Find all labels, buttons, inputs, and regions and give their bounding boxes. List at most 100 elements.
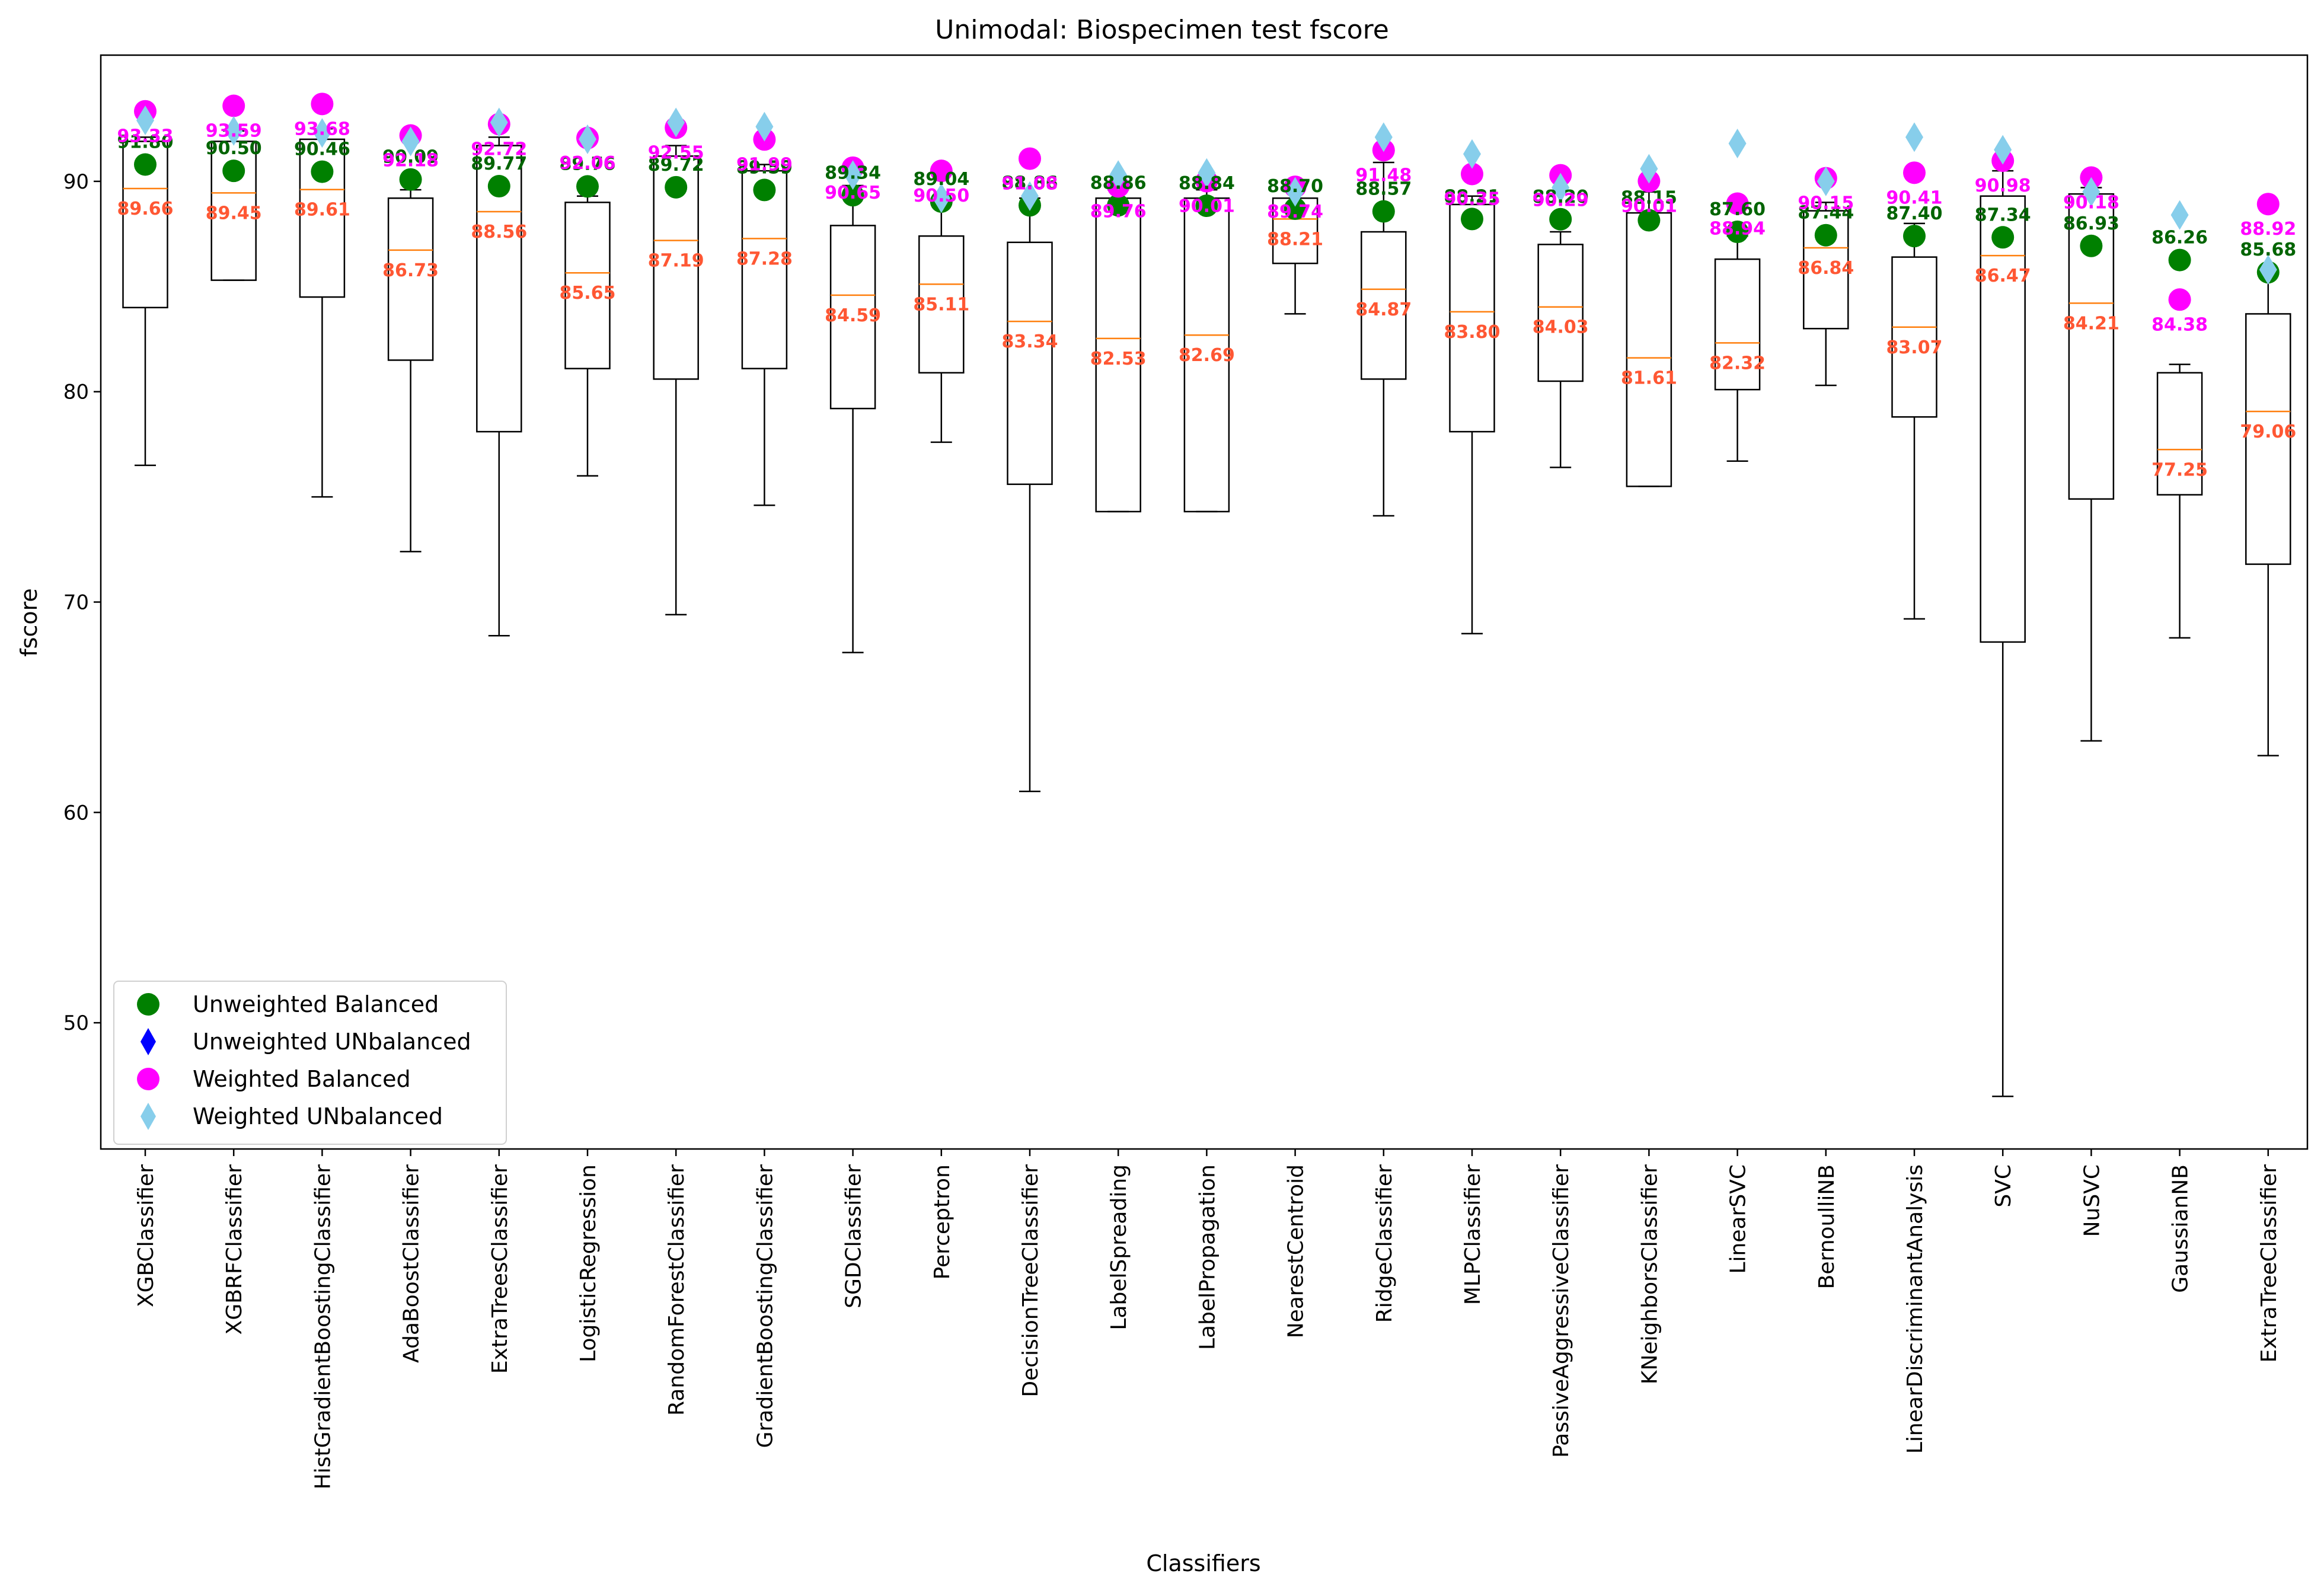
legend: Unweighted Balanced Unweighted UNbalanced…: [113, 981, 507, 1145]
weighted-balanced-label: 88.94: [1709, 218, 1766, 239]
weighted-balanced-label: 90.50: [913, 186, 969, 206]
unweighted-balanced-label: 88.86: [1002, 173, 1058, 193]
weighted-balanced-label: 84.38: [2151, 314, 2208, 335]
box-body: [2156, 372, 2203, 496]
median-label: 83.34: [1002, 331, 1058, 352]
unweighted-balanced-point: [1814, 224, 1837, 247]
median-label: 82.53: [1090, 349, 1147, 369]
weighted-unbalanced-point: [932, 183, 950, 213]
unweighted-balanced-label: 89.59: [736, 157, 793, 178]
unweighted-balanced-point: [2080, 234, 2103, 257]
weighted-unbalanced-point: [1109, 160, 1128, 190]
unweighted-balanced-label: 89.34: [825, 162, 881, 183]
weighted-balanced-point: [930, 159, 953, 183]
box-body: [1361, 231, 1407, 380]
weighted-unbalanced-point: [2082, 177, 2100, 207]
weighted-unbalanced-point: [1021, 181, 1039, 211]
unweighted-balanced-point: [1991, 226, 2015, 249]
median-label: 83.80: [1444, 322, 1501, 343]
median-label: 84.21: [2063, 313, 2119, 334]
median-label: 84.59: [825, 305, 881, 326]
weighted-balanced-label: 92.18: [382, 151, 439, 171]
unweighted-balanced-point: [1461, 208, 1483, 231]
legend-marker: [141, 1103, 156, 1130]
y-tick-label: 50: [63, 1011, 89, 1035]
weighted-balanced-label: 90.29: [1533, 190, 1589, 211]
x-tick-label: XGBRFClassifier: [222, 1164, 247, 1335]
weighted-unbalanced-point: [1728, 129, 1747, 159]
weighted-balanced-point: [1903, 161, 1926, 184]
y-tick-label: 70: [63, 591, 89, 615]
median-label: 89.61: [294, 200, 350, 221]
median-label: 89.45: [206, 203, 262, 224]
unweighted-balanced-point: [576, 175, 599, 198]
box-body: [1007, 241, 1053, 486]
unweighted-balanced-point: [1284, 197, 1307, 221]
x-tick-label: BernoulliNB: [1815, 1164, 1839, 1289]
median-label: 79.06: [2240, 422, 2296, 442]
weighted-balanced-label: 90.18: [2063, 192, 2119, 213]
box-XGBClassifier: [122, 136, 168, 467]
weighted-unbalanced-point: [755, 111, 774, 142]
x-tick-label: ExtraTreesClassifier: [488, 1164, 512, 1374]
median-label: 82.32: [1709, 353, 1766, 374]
box-LogisticRegression: [564, 195, 611, 477]
unweighted-balanced-label: 89.76: [560, 154, 616, 174]
weighted-unbalanced-point: [2170, 200, 2189, 230]
unweighted-balanced-label: 89.04: [913, 169, 969, 190]
unweighted-balanced-point: [1637, 209, 1661, 232]
unweighted-balanced-label: 85.68: [2240, 240, 2296, 260]
weighted-balanced-label: 90.01: [1621, 196, 1677, 217]
x-tick-label: MLPClassifier: [1461, 1164, 1485, 1305]
unweighted-balanced-point: [222, 159, 245, 183]
box-PassiveAggressiveClassifier: [1537, 231, 1584, 468]
x-tick-label: LogisticRegression: [576, 1164, 601, 1362]
legend-label: Weighted Balanced: [193, 1066, 411, 1092]
weighted-balanced-label: 90.35: [1444, 189, 1501, 209]
weighted-unbalanced-point: [225, 116, 243, 146]
box-MLPClassifier: [1449, 195, 1495, 634]
unweighted-balanced-point: [665, 175, 688, 199]
box-body: [1537, 244, 1584, 382]
box-body: [741, 170, 788, 369]
legend-label: Unweighted Balanced: [193, 991, 439, 1017]
unweighted-balanced-point: [399, 168, 422, 191]
median-label: 87.19: [648, 251, 704, 272]
box-body: [1803, 210, 1849, 330]
x-tick-label: NearestCentroid: [1284, 1164, 1308, 1338]
box-body: [387, 197, 434, 361]
x-tick-label: KNeighborsClassifier: [1637, 1164, 1662, 1384]
unweighted-balanced-point: [1107, 194, 1130, 217]
box-body: [2245, 313, 2291, 565]
weighted-unbalanced-point: [1374, 122, 1393, 152]
unweighted-balanced-label: 90.46: [294, 139, 350, 160]
median-label: 84.87: [1355, 299, 1412, 320]
unweighted-balanced-point: [311, 160, 334, 183]
median-label: 77.25: [2151, 459, 2208, 480]
y-tick-label: 80: [63, 381, 89, 404]
box-body: [122, 141, 168, 309]
weighted-balanced-label: 90.01: [1179, 196, 1235, 217]
unweighted-balanced-point: [134, 153, 157, 176]
unweighted-balanced-point: [2168, 248, 2191, 272]
weighted-balanced-label: 90.65: [825, 183, 881, 203]
plot-area: 91.8093.3389.6690.5093.5989.4590.4693.68…: [117, 92, 2296, 1097]
unweighted-balanced-label: 87.60: [1709, 199, 1766, 220]
box-body: [653, 155, 699, 380]
weighted-balanced-point: [1019, 147, 1041, 170]
weighted-balanced-label: 89.74: [1267, 202, 1323, 222]
weighted-unbalanced-point: [313, 118, 331, 148]
median-label: 88.56: [471, 222, 527, 242]
weighted-balanced-label: 93.68: [294, 119, 350, 139]
weighted-unbalanced-point: [1463, 139, 1481, 169]
unweighted-balanced-point: [841, 184, 864, 207]
x-tick-label: PassiveAggressiveClassifier: [1549, 1164, 1573, 1458]
x-tick-label: GradientBoostingClassifier: [753, 1164, 777, 1448]
unweighted-balanced-label: 88.57: [1355, 179, 1412, 200]
median-label: 89.66: [117, 199, 174, 219]
weighted-balanced-label: 89.76: [1090, 201, 1147, 222]
x-tick-label: XGBClassifier: [134, 1164, 158, 1307]
box-body: [1449, 203, 1495, 433]
box-Perceptron: [918, 203, 965, 443]
